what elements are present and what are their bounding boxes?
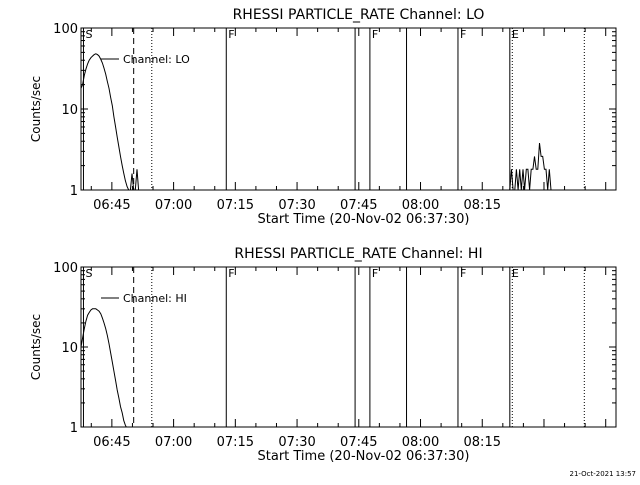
y-tick-label: 100 [53, 22, 78, 37]
chart-title: RHESSI PARTICLE_RATE Channel: HI [234, 246, 482, 262]
chart-title: RHESSI PARTICLE_RATE Channel: LO [233, 7, 485, 23]
x-tick-label: 07:30 [278, 435, 315, 450]
y-axis-label: Counts/sec [29, 314, 43, 380]
event-marker-label: E [512, 28, 519, 41]
x-tick-label: 08:15 [464, 435, 501, 450]
y-tick-label: 1 [70, 421, 78, 436]
event-marker-label: S [85, 28, 92, 41]
legend-label: Channel: HI [123, 292, 187, 305]
event-marker-label: E [512, 267, 519, 280]
legend-label: Channel: LO [123, 53, 190, 66]
x-tick-label: 07:45 [340, 435, 377, 450]
event-marker-label: F [372, 28, 378, 41]
x-axis-label: Start Time (20-Nov-02 06:37:30) [258, 449, 470, 464]
event-marker-label: F [460, 28, 466, 41]
y-tick-label: 100 [53, 261, 78, 276]
series-line-segment [80, 53, 130, 191]
y-tick-label: 10 [61, 103, 78, 118]
event-marker-label: F [228, 28, 234, 41]
x-tick-label: 07:45 [340, 198, 377, 213]
y-axis-label: Counts/sec [29, 76, 43, 142]
x-tick-label: 08:00 [402, 435, 439, 450]
series-line-segment [129, 169, 140, 191]
event-marker-label: F [372, 267, 378, 280]
x-axis-label: Start Time (20-Nov-02 06:37:30) [258, 212, 470, 227]
event-marker-label: S [85, 267, 92, 280]
x-tick-label: 07:00 [155, 198, 192, 213]
panel-lo: RHESSI PARTICLE_RATE Channel: LO 1 10 100 06… [29, 7, 617, 227]
x-tick-label: 07:30 [278, 198, 315, 213]
panel-hi: RHESSI PARTICLE_RATE Channel: HI 1 10 100 06… [29, 246, 617, 464]
event-marker-label: F [460, 267, 466, 280]
series-line-segment [80, 308, 127, 428]
y-tick-label: 1 [70, 184, 78, 199]
plot-frame [80, 266, 617, 428]
series-line-segment [509, 142, 552, 191]
event-marker-label: F [228, 267, 234, 280]
x-tick-label: 06:45 [93, 435, 130, 450]
x-tick-label: 08:15 [464, 198, 501, 213]
y-tick-label: 10 [61, 341, 78, 356]
x-tick-label: 06:45 [93, 198, 130, 213]
x-tick-label: 08:00 [402, 198, 439, 213]
x-tick-label: 07:15 [217, 198, 254, 213]
x-tick-label: 07:00 [155, 435, 192, 450]
x-tick-label: 07:15 [217, 435, 254, 450]
timestamp-label: 21-Oct-2021 13:57 [570, 470, 636, 478]
